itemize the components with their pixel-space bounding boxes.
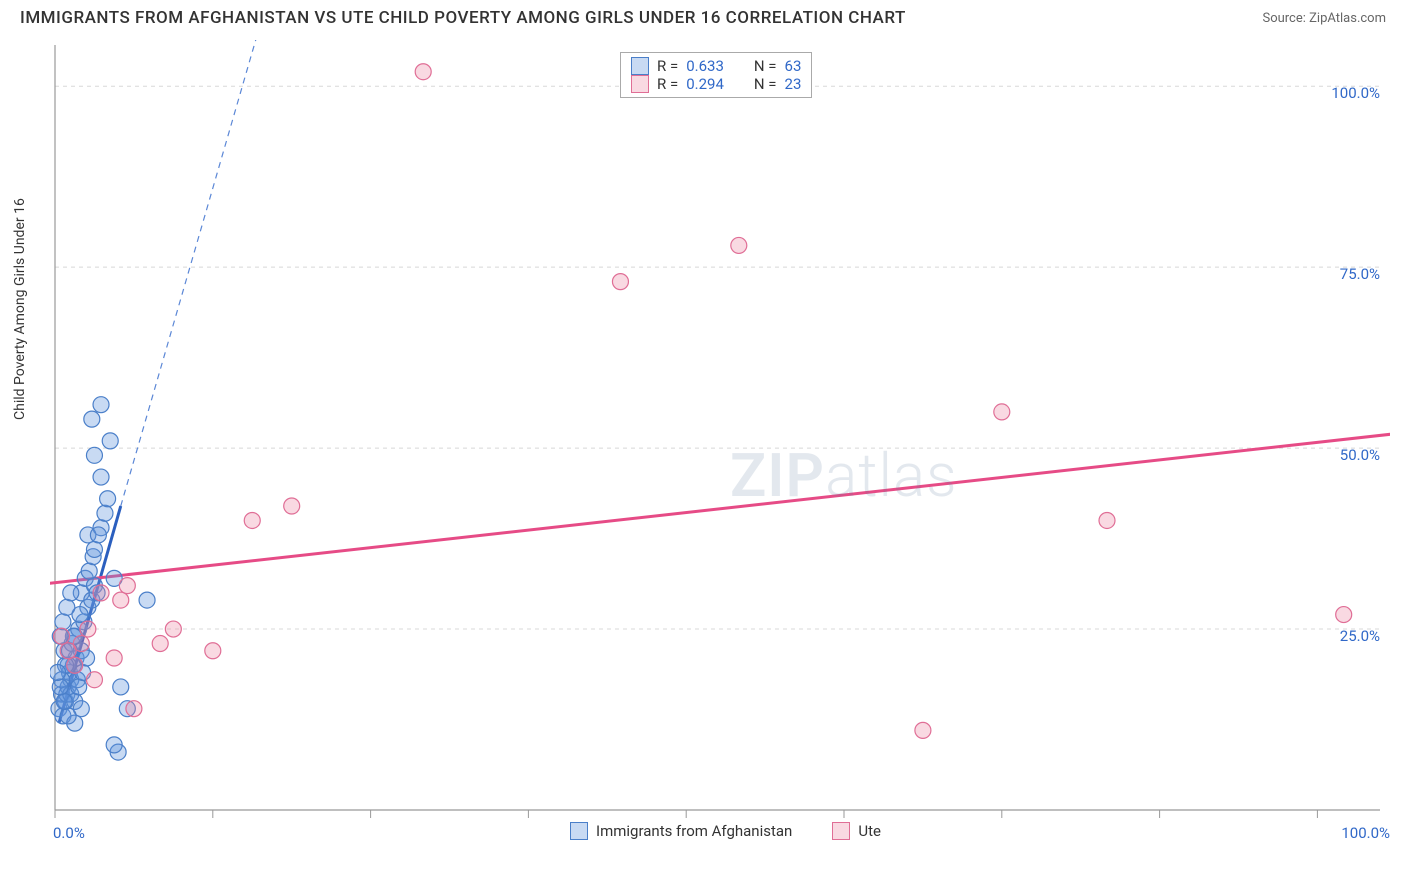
y-tick-label: 75.0% [1340,265,1380,283]
chart-title: IMMIGRANTS FROM AFGHANISTAN VS UTE CHILD… [20,8,906,28]
source-attribution: Source: ZipAtlas.com [1262,11,1386,26]
legend-swatch [832,822,850,840]
watermark: ZIPatlas [730,440,958,511]
legend-series-item: Ute [832,822,881,840]
n-value: 63 [785,57,802,75]
y-tick-label: 100.0% [1331,84,1380,102]
r-label: R = [657,75,678,93]
legend-stats: R = 0.633 N = 63 R = 0.294 N = 23 [620,52,812,98]
chart-area: ZIPatlas R = 0.633 N = 63 R = 0.294 N = 23 25.0… [50,40,1390,840]
legend-series: Immigrants from Afghanistan Ute [570,822,881,840]
legend-stat-row: R = 0.294 N = 23 [631,75,801,93]
legend-series-label: Ute [858,822,881,840]
x-tick-label: 100.0% [1341,824,1390,842]
y-tick-label: 50.0% [1340,446,1380,464]
y-axis-label: Child Poverty Among Girls Under 16 [12,198,28,420]
n-label: N = [754,75,777,93]
legend-swatch [570,822,588,840]
legend-stat-row: R = 0.633 N = 63 [631,57,801,75]
r-value: 0.633 [686,57,724,75]
scatter-chart [50,40,1390,840]
legend-swatch [631,75,649,93]
legend-series-label: Immigrants from Afghanistan [596,822,792,840]
y-tick-label: 25.0% [1340,627,1380,645]
x-tick-label: 0.0% [53,824,85,842]
r-value: 0.294 [686,75,724,93]
legend-series-item: Immigrants from Afghanistan [570,822,792,840]
n-label: N = [754,57,777,75]
n-value: 23 [785,75,802,93]
legend-swatch [631,57,649,75]
r-label: R = [657,57,678,75]
